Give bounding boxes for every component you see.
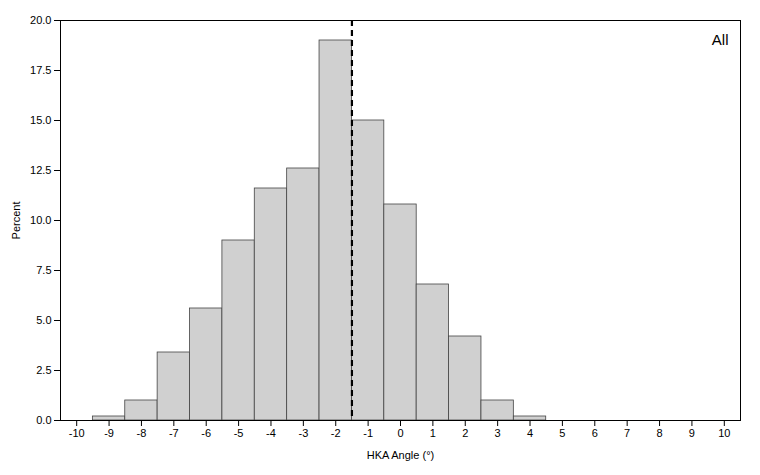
svg-text:1: 1 <box>430 427 436 439</box>
svg-text:4: 4 <box>527 427 533 439</box>
svg-text:15.0: 15.0 <box>30 114 51 126</box>
svg-text:-8: -8 <box>137 427 147 439</box>
svg-text:2: 2 <box>462 427 468 439</box>
svg-text:20.0: 20.0 <box>30 14 51 26</box>
svg-text:7: 7 <box>624 427 630 439</box>
svg-text:5.0: 5.0 <box>36 314 51 326</box>
svg-text:HKA Angle (°): HKA Angle (°) <box>367 449 434 461</box>
svg-text:-9: -9 <box>104 427 114 439</box>
svg-text:6: 6 <box>592 427 598 439</box>
svg-text:0.0: 0.0 <box>36 414 51 426</box>
svg-text:10: 10 <box>718 427 730 439</box>
svg-text:-5: -5 <box>234 427 244 439</box>
svg-text:2.5: 2.5 <box>36 364 51 376</box>
svg-text:17.5: 17.5 <box>30 64 51 76</box>
svg-text:Percent: Percent <box>10 202 22 240</box>
svg-text:-1: -1 <box>363 427 373 439</box>
svg-text:-10: -10 <box>69 427 85 439</box>
svg-text:-7: -7 <box>169 427 179 439</box>
svg-text:-6: -6 <box>201 427 211 439</box>
svg-text:12.5: 12.5 <box>30 164 51 176</box>
svg-text:8: 8 <box>656 427 662 439</box>
svg-text:-4: -4 <box>266 427 276 439</box>
svg-text:7.5: 7.5 <box>36 264 51 276</box>
svg-text:10.0: 10.0 <box>30 214 51 226</box>
svg-text:-2: -2 <box>331 427 341 439</box>
svg-text:3: 3 <box>495 427 501 439</box>
svg-text:0: 0 <box>397 427 403 439</box>
svg-text:-3: -3 <box>298 427 308 439</box>
svg-text:All: All <box>712 31 729 48</box>
svg-text:5: 5 <box>559 427 565 439</box>
svg-text:9: 9 <box>689 427 695 439</box>
